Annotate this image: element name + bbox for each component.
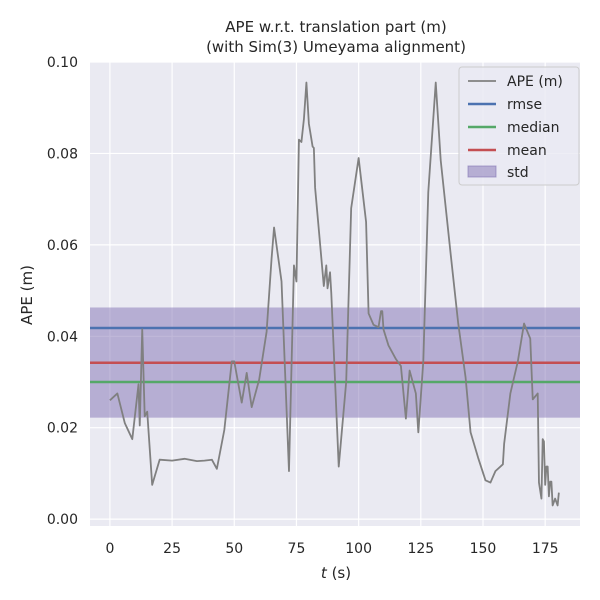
x-axis-label: t (s) (321, 564, 351, 582)
x-tick-label-7: 175 (532, 541, 559, 557)
x-tick-label-3: 75 (288, 541, 306, 557)
x-tick-label-2: 50 (225, 541, 243, 557)
y-tick-label-5: 0.10 (47, 55, 78, 71)
y-tick-label-3: 0.06 (47, 238, 78, 254)
y-tick-label-1: 0.02 (47, 421, 78, 437)
series-line-ape (109, 81, 560, 507)
y-tick-label-4: 0.08 (47, 146, 78, 162)
legend-label-rmse: rmse (507, 97, 542, 113)
x-tick-label-5: 125 (407, 541, 434, 557)
y-tick-label-2: 0.04 (47, 329, 78, 345)
x-tick-label-1: 25 (163, 541, 181, 557)
legend-label-median: median (507, 120, 559, 136)
y-axis-ticks: 0.00 0.02 0.04 0.06 0.08 0.10 (47, 55, 78, 528)
x-axis-ticks: 0 25 50 75 100 125 150 175 (105, 541, 558, 557)
y-axis-label: APE (m) (18, 265, 36, 325)
legend-label-std: std (507, 165, 529, 181)
legend-frame (458, 66, 580, 186)
y-tick-label-0: 0.00 (47, 512, 78, 528)
legend: APE (m) rmse median mean std (458, 66, 580, 186)
legend-label-ape: APE (m) (507, 74, 563, 90)
legend-label-mean: mean (507, 143, 547, 159)
legend-swatch-std (467, 165, 497, 178)
x-tick-label-4: 100 (345, 541, 372, 557)
chart-title-line-1: APE w.r.t. translation part (m) (225, 18, 446, 36)
x-tick-label-0: 0 (105, 541, 114, 557)
series-layer (109, 81, 560, 507)
x-tick-label-6: 150 (470, 541, 497, 557)
x-axis-label-variable: t (321, 564, 328, 582)
x-axis-label-unit: (s) (327, 564, 351, 582)
chart-title-line-2: (with Sim(3) Umeyama alignment) (206, 38, 466, 56)
